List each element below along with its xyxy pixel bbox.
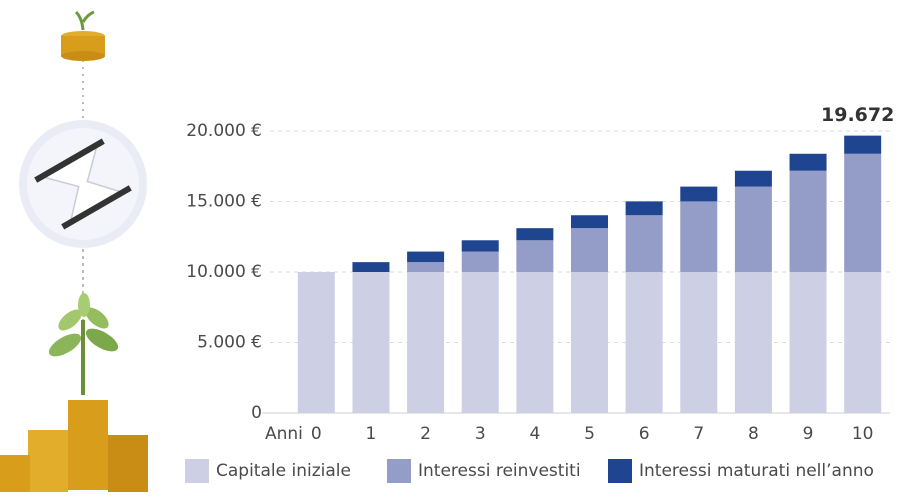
legend-label: Interessi maturati nell’anno <box>639 461 874 481</box>
bar-segment <box>516 272 554 413</box>
legend-swatch <box>185 459 209 483</box>
x-tick-label: 0 <box>311 424 322 444</box>
x-tick-label: 3 <box>475 424 486 444</box>
bar-segment <box>734 272 772 413</box>
y-tick-label: 5.000 € <box>197 333 262 353</box>
bar-segment <box>625 215 663 272</box>
x-tick-label: 7 <box>693 424 704 444</box>
bar-segment <box>352 262 390 272</box>
bar-segment <box>571 215 608 229</box>
bar-segment <box>680 201 718 272</box>
bar-segment <box>625 201 663 216</box>
x-tick-label: 2 <box>420 424 431 444</box>
annotation: 19.672 <box>821 104 894 126</box>
bar-segment <box>844 135 882 154</box>
y-tick-label: 0 <box>251 403 262 423</box>
bar-segment <box>516 228 554 241</box>
x-tick-label: 9 <box>803 424 814 444</box>
bar-segment <box>461 272 499 413</box>
x-tick-label: 6 <box>639 424 650 444</box>
x-axis-label: Anni <box>265 424 303 444</box>
y-tick-label: 10.000 € <box>186 262 262 282</box>
bar-segment <box>352 272 390 413</box>
bar-segment <box>571 272 608 413</box>
x-tick-label: 1 <box>366 424 377 444</box>
bar-segment <box>789 153 827 171</box>
y-tick-label: 20.000 € <box>186 121 262 141</box>
bar-segment <box>407 272 445 413</box>
x-tick-label: 4 <box>529 424 540 444</box>
bar-segment <box>789 170 827 272</box>
y-tick-label: 15.000 € <box>186 192 262 212</box>
bar-segment <box>571 228 608 272</box>
legend-swatch <box>387 459 411 483</box>
bar-segment <box>844 272 882 413</box>
bar-segment <box>407 251 445 263</box>
bar-segment <box>461 240 499 252</box>
bar-segment <box>789 272 827 413</box>
bar-segment <box>407 262 445 272</box>
legend-swatch <box>608 459 632 483</box>
bar-segment <box>516 240 554 272</box>
bar-segment <box>734 186 772 272</box>
illustration <box>0 10 148 492</box>
bar-segment <box>461 251 499 272</box>
bar-segment <box>680 186 718 202</box>
bar-segment <box>297 272 335 413</box>
bar-segment <box>734 170 772 187</box>
legend-label: Interessi reinvestiti <box>418 461 581 481</box>
x-tick-label: 8 <box>748 424 759 444</box>
bar-segment <box>844 153 882 272</box>
x-tick-label: 5 <box>584 424 595 444</box>
x-tick-label: 10 <box>852 424 874 444</box>
bar-segment <box>625 272 663 413</box>
legend-label: Capitale iniziale <box>216 461 351 481</box>
bar-segment <box>680 272 718 413</box>
